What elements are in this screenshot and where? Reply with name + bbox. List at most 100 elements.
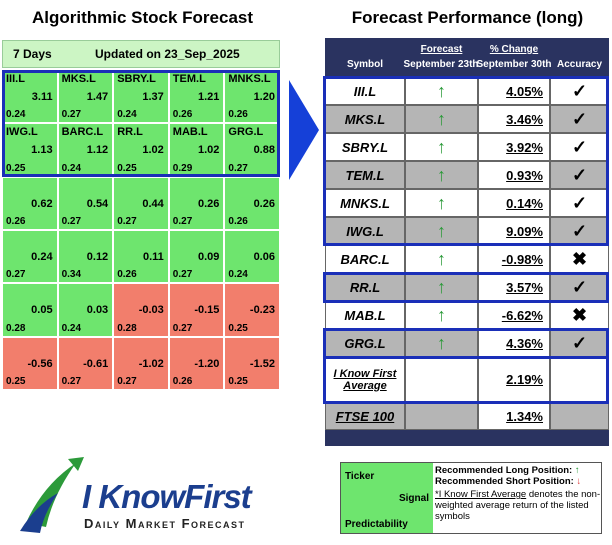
grid-cell: -0.03 0.28 <box>113 283 169 337</box>
row-accuracy: ✓ <box>550 77 609 105</box>
cell-symbol: RR.L <box>117 126 143 139</box>
grid-cell: -0.56 0.25 <box>2 336 58 390</box>
row-forecast: ↑ <box>405 329 478 357</box>
frame <box>323 272 609 303</box>
grid-cell: -0.23 0.25 <box>224 283 280 337</box>
row-accuracy: ✖ <box>550 245 609 273</box>
cell-signal: 0.03 <box>86 304 109 317</box>
row-symbol: BARC.L <box>325 245 405 273</box>
grid-cell: -1.20 0.26 <box>168 336 225 390</box>
cell-predictability: 0.24 <box>61 162 82 174</box>
cell-symbol: MKS.L <box>61 73 96 85</box>
cell-signal: 0.44 <box>142 197 164 210</box>
grid-cell: 0.12 0.34 <box>57 230 114 284</box>
grid-cell: IWG.L 1.13 0.25 <box>2 123 58 177</box>
th-change-date: September 30th <box>476 59 552 70</box>
cell-signal: -0.03 <box>138 304 164 317</box>
row-forecast: ↑ <box>405 189 478 217</box>
cell-symbol: TEM.L <box>172 73 206 85</box>
th-accuracy: Accuracy <box>556 59 603 70</box>
cell-predictability: 0.26 <box>228 109 248 121</box>
grid-highlight <box>2 70 280 177</box>
cell-signal: 1.47 <box>86 91 109 103</box>
grid-cell: III.L 3.11 0.24 <box>2 70 58 124</box>
cell-predictability: 0.27 <box>61 215 82 227</box>
row-forecast: ↑ <box>405 105 478 133</box>
row-symbol: MKS.L <box>325 105 405 133</box>
grid-cell: 0.62 0.26 <box>2 176 58 230</box>
legend-note-term: *I Know First Average <box>435 489 527 500</box>
th-symbol: Symbol <box>346 59 384 70</box>
row-change: 3.92% <box>478 133 550 161</box>
row-change: 3.46% <box>478 105 550 133</box>
row-change: 4.36% <box>478 329 550 357</box>
logo-brand-b: First <box>184 478 252 515</box>
cell-signal: 1.20 <box>253 91 275 103</box>
cell-signal: 0.06 <box>253 251 275 263</box>
cell-predictability: 0.34 <box>61 269 82 281</box>
cell-predictability: 0.25 <box>228 375 248 387</box>
row-forecast: ↑ <box>405 133 478 161</box>
cell-symbol: GRG.L <box>228 126 264 139</box>
row-accuracy: ✓ <box>550 161 609 189</box>
row-forecast: ↑ <box>405 301 478 329</box>
average-label: I Know First Average <box>325 357 405 402</box>
cell-predictability: 0.26 <box>6 215 26 227</box>
cell-signal: 0.88 <box>253 144 275 157</box>
grid-cell: -1.02 0.27 <box>113 336 169 390</box>
legend: Ticker Signal Predictability Recommended… <box>340 462 602 534</box>
row-accuracy: ✖ <box>550 301 609 329</box>
logo-tagline: Daily Market Forecast <box>84 516 246 531</box>
cell-signal: 1.21 <box>197 91 220 103</box>
cell-signal: -1.52 <box>249 357 275 370</box>
cell-signal: -0.15 <box>194 304 220 317</box>
row-change: 3.57% <box>478 273 550 301</box>
grid-cell: 0.26 0.27 <box>168 176 225 230</box>
right-title: Forecast Performance (long) <box>351 8 584 27</box>
cell-signal: 3.11 <box>31 91 53 103</box>
grid-cell: 0.44 0.27 <box>113 176 169 230</box>
cell-signal: 1.37 <box>142 91 164 103</box>
cell-symbol: III.L <box>6 73 25 85</box>
grid-cell: -0.61 0.27 <box>57 336 114 390</box>
logo-brand-a: I Know <box>82 478 185 515</box>
th-forecast: Forecast <box>420 44 463 55</box>
grid-cell: 0.05 0.28 <box>2 283 58 337</box>
legend-short: Recommended Short Position: <box>435 476 574 487</box>
cell-symbol: MAB.L <box>172 126 208 139</box>
grid-cell: MNKS.L 1.20 0.26 <box>224 70 280 124</box>
row-forecast: ↑ <box>405 245 478 273</box>
cell-predictability: 0.27 <box>172 322 193 334</box>
cell-signal: 0.26 <box>253 197 275 210</box>
average-change: 2.19% <box>478 357 550 402</box>
cell-predictability: 0.26 <box>228 215 248 227</box>
cell-signal: -0.23 <box>249 304 275 317</box>
row-accuracy: ✓ <box>550 105 609 133</box>
cell-signal: 0.11 <box>142 251 164 263</box>
cell-symbol: SBRY.L <box>117 73 156 85</box>
cell-symbol: IWG.L <box>6 126 38 139</box>
cell-signal: 1.12 <box>86 144 109 157</box>
legend-long-icon: ↑ <box>574 465 580 476</box>
row-change: -0.98% <box>478 245 550 273</box>
cell-signal: 0.24 <box>31 251 53 263</box>
grid-cell: MAB.L 1.02 0.29 <box>168 123 225 177</box>
cell-predictability: 0.28 <box>117 322 137 334</box>
grid-cell: 0.03 0.24 <box>57 283 114 337</box>
cell-signal: 0.26 <box>197 197 220 210</box>
frame <box>323 328 609 359</box>
grid: III.L 3.11 0.24 MKS.L 1.47 0.27 SBRY.L 1.37 0.24… <box>2 70 280 390</box>
legend-note: denotes the non-weighted average return … <box>435 489 601 522</box>
cell-predictability: 0.25 <box>117 162 137 174</box>
frame <box>323 356 609 404</box>
cell-signal: -1.20 <box>194 357 220 370</box>
header-bar: 7 Days Updated on 23_Sep_2025 <box>2 40 280 68</box>
cell-predictability: 0.27 <box>172 215 193 227</box>
cell-predictability: 0.28 <box>6 322 26 334</box>
cell-predictability: 0.24 <box>61 322 82 334</box>
cell-symbol: MNKS.L <box>228 73 271 85</box>
benchmark-accuracy <box>550 402 609 430</box>
cell-predictability: 0.27 <box>6 269 26 281</box>
cell-predictability: 0.24 <box>228 269 248 281</box>
